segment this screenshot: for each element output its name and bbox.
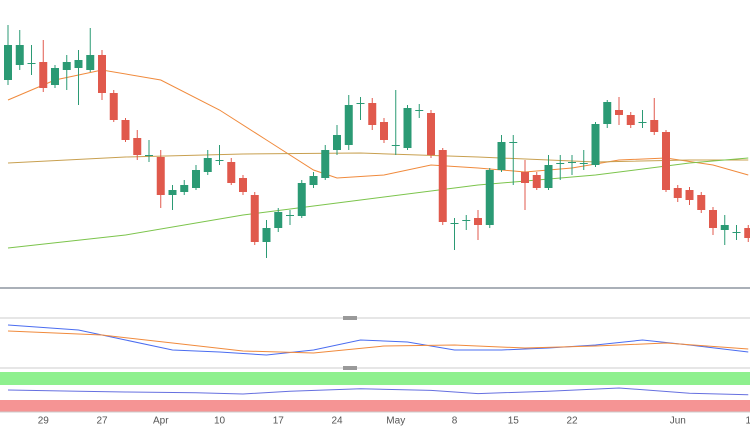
candle-body [732, 232, 741, 233]
candle-body [27, 63, 36, 64]
candle-body [744, 228, 750, 238]
candle-body [39, 62, 48, 88]
candle-body [579, 163, 588, 164]
candle-body [356, 103, 365, 104]
candle-body [309, 176, 318, 185]
x-tick-label: 1 [745, 416, 750, 427]
x-tick-label: 24 [331, 416, 343, 427]
x-tick-label: 10 [214, 416, 226, 427]
candle-body [626, 115, 635, 125]
indicator-line [7, 69, 749, 179]
candle-body [156, 157, 165, 195]
candle-body [638, 122, 647, 123]
candle-body [532, 175, 541, 188]
candle-body [697, 195, 706, 210]
indicator-line [7, 330, 749, 354]
oversold-band [0, 400, 750, 412]
indicator-line [7, 152, 749, 164]
candle-body [497, 142, 506, 170]
candle-body [391, 145, 400, 146]
x-tick-label: 27 [96, 416, 108, 427]
candle-body [474, 218, 482, 225]
candle-body [450, 223, 459, 224]
candle-body [333, 135, 341, 150]
candle-body [274, 212, 283, 228]
candle-body [509, 142, 518, 143]
candle-body [521, 172, 529, 183]
candle-body [556, 163, 565, 164]
candle-body [297, 183, 306, 216]
candle-body [180, 185, 189, 192]
candle-body [98, 55, 106, 93]
candle-body [380, 122, 388, 140]
candle-body [462, 220, 471, 221]
candle-body [673, 188, 682, 198]
candle-body [286, 215, 294, 216]
candle-body [15, 45, 24, 65]
candle-body [145, 155, 153, 156]
candle-body [203, 158, 212, 172]
x-tick-label: Apr [153, 416, 169, 427]
candle-body [685, 190, 694, 200]
candle-body [262, 228, 271, 242]
candle-body [109, 93, 118, 120]
candle-body [368, 103, 377, 125]
overbought-band [0, 372, 750, 385]
candle-body [591, 124, 600, 165]
x-tick-label: 8 [452, 416, 458, 427]
candle-body [615, 110, 623, 115]
candle-body [121, 120, 130, 140]
candle-body [438, 150, 447, 222]
candle-body [720, 225, 729, 230]
candle-body [86, 55, 95, 70]
panel-handle[interactable] [343, 366, 357, 370]
candle-body [239, 178, 247, 192]
candle-body [74, 60, 83, 68]
x-tick-label: Jun [670, 416, 686, 427]
indicator-line [7, 157, 749, 249]
x-tick-label: May [386, 416, 405, 427]
candle-body [215, 160, 224, 161]
candle-body [344, 105, 353, 145]
indicator-line [7, 324, 749, 356]
x-tick-label: 17 [273, 416, 285, 427]
candle-body [227, 162, 236, 183]
candle-body [662, 132, 670, 190]
candle-body [403, 108, 412, 148]
x-tick-label: 15 [508, 416, 520, 427]
indicator-line [7, 387, 749, 396]
candle-body [485, 170, 494, 225]
candle-body [568, 162, 576, 163]
candle-body [133, 138, 142, 155]
candle-body [51, 68, 59, 85]
candle-body [415, 110, 424, 111]
candle-body [62, 62, 71, 70]
candle-body [192, 170, 200, 188]
candle-body [4, 45, 12, 80]
x-tick-label: 22 [566, 416, 578, 427]
candle-body [650, 120, 659, 132]
candle-body [544, 165, 553, 188]
candle-body [250, 195, 259, 242]
candle-body [321, 150, 330, 178]
candle-body [168, 190, 177, 195]
candle-body [709, 210, 717, 228]
x-tick-label: 29 [38, 416, 50, 427]
candle-body [427, 113, 435, 155]
candle-body [603, 102, 612, 124]
panel-handle[interactable] [343, 316, 357, 320]
